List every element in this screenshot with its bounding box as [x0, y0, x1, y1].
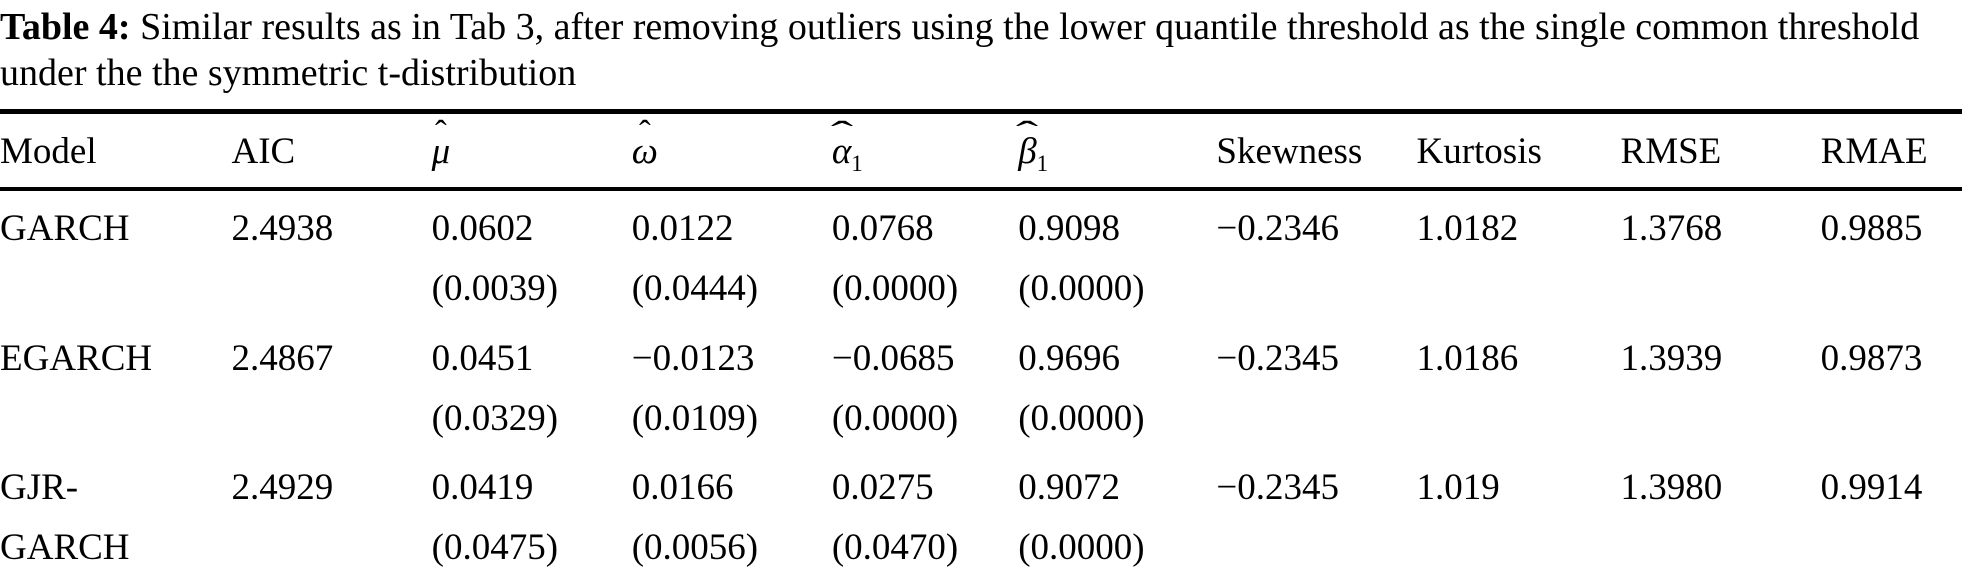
col-header-skewness: Skewness [1216, 130, 1363, 172]
cell-alpha1: 0.0768 (0.0000) [831, 207, 959, 309]
cell-kurtosis: 1.0182 [1416, 207, 1519, 249]
hat-accent-icon: ˆ [435, 112, 447, 152]
cell-omega: 0.0166 (0.0056) [631, 467, 759, 567]
cell-skewness: −0.2345 [1216, 467, 1339, 509]
cell-omega: −0.0123 (0.0109) [631, 337, 759, 439]
hat-accent-icon: ˆ [638, 112, 651, 152]
cell-aic: 2.4929 [231, 467, 334, 509]
cell-skewness: −0.2345 [1216, 337, 1339, 379]
cell-alpha1: −0.0685 (0.0000) [831, 337, 959, 439]
col-header-aic: AIC [231, 130, 296, 172]
caption-label: Table 4: [0, 6, 131, 48]
cell-beta1: 0.9098 (0.0000) [1018, 207, 1145, 309]
table-caption: Table 4: Similar results as in Tab 3, af… [0, 4, 1962, 97]
cell-omega: 0.0122 (0.0444) [631, 207, 759, 309]
cell-mu: 0.0451 (0.0329) [431, 337, 559, 439]
cell-mu: 0.0419 (0.0475) [431, 467, 559, 567]
cell-model: GARCH [0, 207, 130, 249]
cell-skewness: −0.2346 [1216, 207, 1339, 249]
cell-rmae: 0.9873 [1820, 337, 1923, 379]
cell-model: GJR- GARCH [0, 467, 130, 567]
cell-rmse: 1.3768 [1620, 207, 1723, 249]
cell-aic: 2.4867 [231, 337, 334, 379]
col-header-rmse: RMSE [1620, 130, 1722, 172]
cell-kurtosis: 1.019 [1416, 467, 1500, 509]
col-header-alpha1-hat: ˆ α1 [830, 113, 863, 176]
cell-rmse: 1.3980 [1620, 467, 1723, 509]
cell-beta1: 0.9696 (0.0000) [1018, 337, 1145, 439]
wide-hat-accent-icon: ˆ [830, 113, 853, 153]
table-row-egarch: EGARCH 2.4867 0.0451 (0.0329) −0.0123 (0.0… [0, 321, 1962, 451]
caption-text: Similar results as in Tab 3, after remov… [0, 6, 1920, 95]
cell-mu: 0.0602 (0.0039) [431, 207, 559, 309]
cell-beta1: 0.9072 (0.0000) [1018, 467, 1145, 567]
cell-kurtosis: 1.0186 [1416, 337, 1519, 379]
cell-alpha1: 0.0275 (0.0470) [831, 467, 959, 567]
cell-rmse: 1.3939 [1620, 337, 1723, 379]
cell-aic: 2.4938 [231, 207, 334, 249]
table-row-garch: GARCH 2.4938 0.0602 (0.0039) 0.0122 (0.044… [0, 189, 1962, 321]
col-header-beta1-hat: ˆ β1 [1016, 113, 1049, 176]
cell-model: EGARCH [0, 337, 153, 379]
cell-rmae: 0.9914 [1820, 467, 1923, 509]
col-header-rmae: RMAE [1820, 130, 1928, 172]
wide-hat-accent-icon: ˆ [1016, 113, 1039, 153]
col-header-kurtosis: Kurtosis [1416, 130, 1542, 172]
col-header-model: Model [0, 130, 97, 172]
table-row-gjr-garch: GJR- GARCH 2.4929 0.0419 (0.0475) 0.0166 (0… [0, 450, 1962, 567]
cell-rmae: 0.9885 [1820, 207, 1923, 249]
